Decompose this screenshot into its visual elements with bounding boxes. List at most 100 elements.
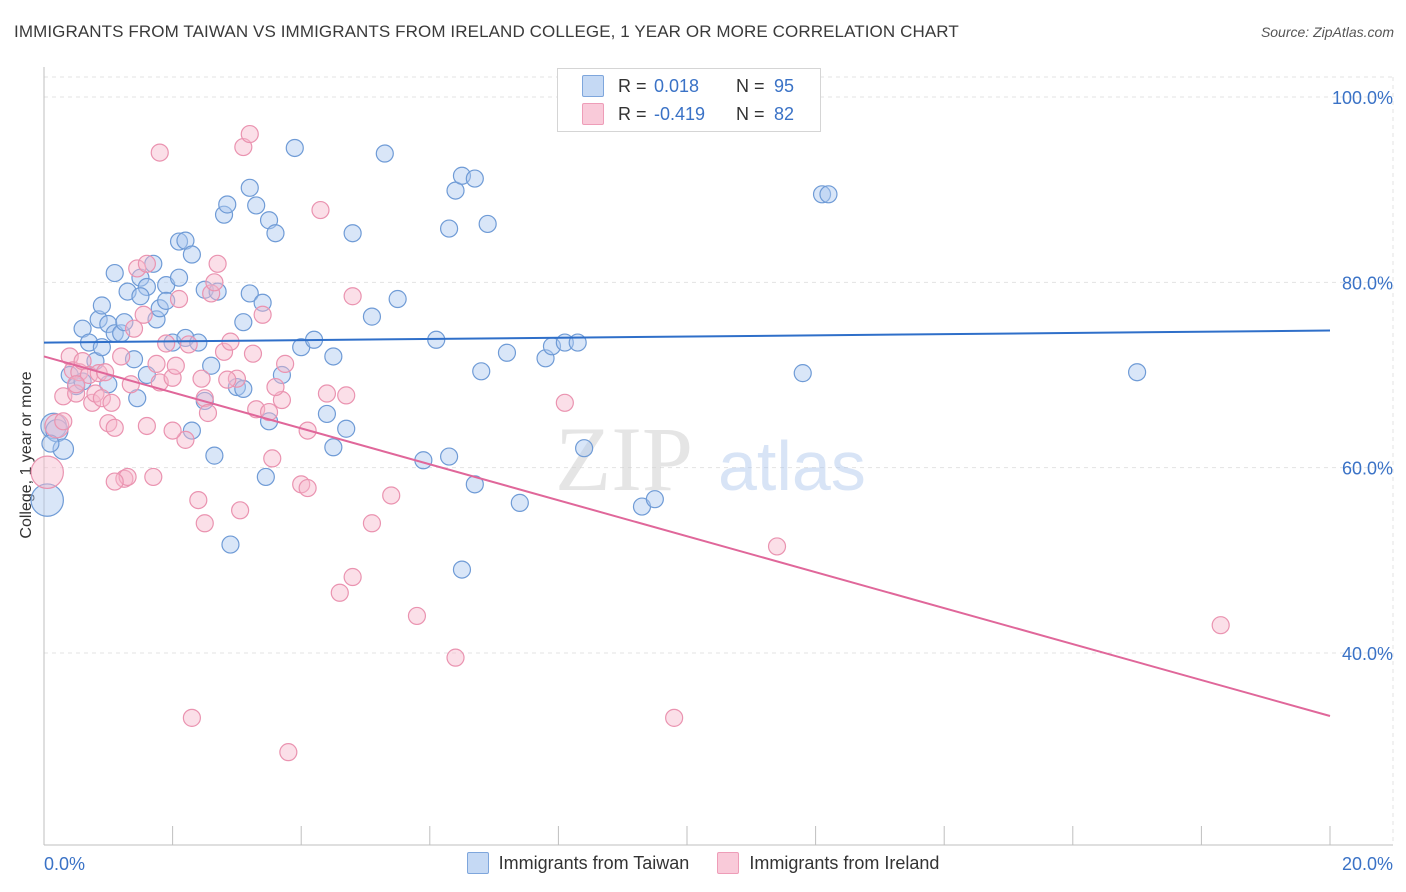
- data-point-taiwan: [105, 263, 124, 283]
- y-tick-label: 100.0%: [1332, 88, 1393, 108]
- source-label: Source: ZipAtlas.com: [1260, 24, 1394, 40]
- data-point-ireland: [205, 273, 224, 292]
- data-point-taiwan: [52, 438, 75, 460]
- data-point-ireland: [150, 143, 169, 162]
- data-point-ireland: [263, 449, 282, 468]
- data-point-taiwan: [812, 185, 832, 204]
- legend-r-label: R =: [618, 75, 647, 96]
- data-point-ireland: [227, 369, 246, 388]
- data-point-ireland: [30, 455, 64, 490]
- legend-swatch-ireland: [717, 852, 740, 874]
- legend-r-value: -0.419: [654, 103, 706, 124]
- data-point-ireland: [208, 254, 227, 273]
- data-point-ireland: [407, 606, 427, 626]
- data-point-ireland: [767, 537, 787, 556]
- data-point-taiwan: [497, 343, 517, 362]
- data-point-taiwan: [478, 214, 497, 234]
- data-point-ireland: [137, 254, 156, 273]
- data-point-ireland: [157, 334, 176, 353]
- data-point-ireland: [195, 389, 214, 408]
- data-point-taiwan: [205, 446, 224, 465]
- data-point-taiwan: [337, 419, 356, 438]
- data-point-taiwan: [169, 268, 189, 287]
- data-point-taiwan: [234, 379, 253, 398]
- data-point-taiwan: [324, 438, 343, 457]
- data-point-taiwan: [240, 284, 259, 303]
- data-point-ireland: [54, 412, 73, 431]
- data-point-taiwan: [240, 178, 259, 197]
- data-point-taiwan: [99, 314, 118, 334]
- x-tick-label: 20.0%: [1342, 854, 1393, 874]
- data-point-ireland: [343, 567, 362, 587]
- data-point-taiwan: [465, 475, 484, 494]
- data-point-ireland: [124, 319, 144, 338]
- data-point-taiwan: [362, 307, 382, 326]
- data-point-ireland: [128, 259, 147, 278]
- y-tick-label: 80.0%: [1342, 273, 1393, 293]
- data-point-taiwan: [375, 144, 394, 163]
- data-point-ireland: [311, 200, 330, 220]
- data-point-ireland: [337, 386, 356, 405]
- data-point-ireland: [202, 284, 221, 303]
- data-point-ireland: [163, 421, 182, 440]
- data-point-ireland: [189, 491, 208, 510]
- data-point-taiwan: [169, 232, 189, 251]
- data-point-ireland: [253, 305, 272, 324]
- legend-n-value: 82: [774, 103, 795, 124]
- legend-r-value: 0.018: [654, 75, 700, 96]
- tick-labels: 40.0% 60.0% 80.0% 100.0% 0.0% 20.0%: [44, 88, 1393, 874]
- watermark: ZIP atlas: [555, 408, 866, 510]
- data-point-taiwan: [645, 490, 664, 509]
- data-point-taiwan: [439, 219, 459, 238]
- data-point-ireland: [67, 375, 86, 394]
- data-point-ireland: [182, 708, 201, 727]
- data-point-taiwan: [266, 224, 285, 243]
- legend-swatch-taiwan: [466, 852, 489, 874]
- legend-item-ireland[interactable]: Immigrants from Ireland: [717, 852, 939, 874]
- data-point-ireland: [198, 403, 218, 423]
- y-tick-label: 60.0%: [1342, 459, 1393, 479]
- legend-item-taiwan[interactable]: Immigrants from Taiwan: [466, 852, 689, 874]
- data-point-taiwan: [150, 299, 169, 318]
- data-point-ireland: [330, 583, 349, 602]
- data-point-ireland: [144, 467, 163, 487]
- data-point-taiwan: [324, 347, 343, 366]
- data-point-ireland: [446, 648, 465, 667]
- data-point-ireland: [169, 289, 189, 309]
- data-point-ireland: [231, 501, 250, 520]
- trend-line-ireland: [43, 355, 1331, 717]
- data-point-ireland: [92, 389, 111, 408]
- data-point-taiwan: [221, 535, 240, 554]
- legend-n-value: 95: [774, 75, 795, 96]
- data-point-taiwan: [218, 195, 237, 214]
- legend-n-label: N =: [736, 103, 765, 124]
- data-point-ireland: [279, 743, 298, 762]
- data-point-ireland: [95, 363, 115, 382]
- data-point-ireland: [214, 342, 234, 361]
- watermark-zip: ZIP: [555, 408, 693, 510]
- data-point-taiwan: [510, 493, 529, 512]
- data-point-taiwan: [202, 356, 221, 375]
- data-point-ireland: [276, 354, 295, 373]
- data-point-ireland: [382, 486, 401, 505]
- data-point-ireland: [105, 472, 124, 491]
- data-point-ireland: [259, 402, 279, 422]
- y-tick-label: 40.0%: [1342, 644, 1393, 664]
- data-point-ireland: [240, 124, 259, 144]
- x-tick-label: 0.0%: [44, 854, 85, 874]
- data-point-taiwan: [343, 224, 362, 243]
- trend-line-taiwan: [43, 329, 1331, 344]
- data-point-taiwan: [41, 434, 60, 453]
- data-point-taiwan: [92, 296, 111, 315]
- data-point-ireland: [298, 478, 317, 498]
- data-point-ireland: [134, 305, 153, 324]
- taiwan-points: [30, 138, 1147, 579]
- data-point-taiwan: [285, 138, 304, 158]
- data-point-taiwan: [30, 483, 64, 517]
- data-point-ireland: [218, 370, 237, 389]
- data-point-taiwan: [793, 364, 812, 383]
- legend-row-taiwan: R = 0.018 N = 95: [582, 74, 794, 98]
- data-point-ireland: [176, 430, 195, 449]
- data-point-ireland: [192, 369, 211, 388]
- data-point-taiwan: [131, 287, 150, 306]
